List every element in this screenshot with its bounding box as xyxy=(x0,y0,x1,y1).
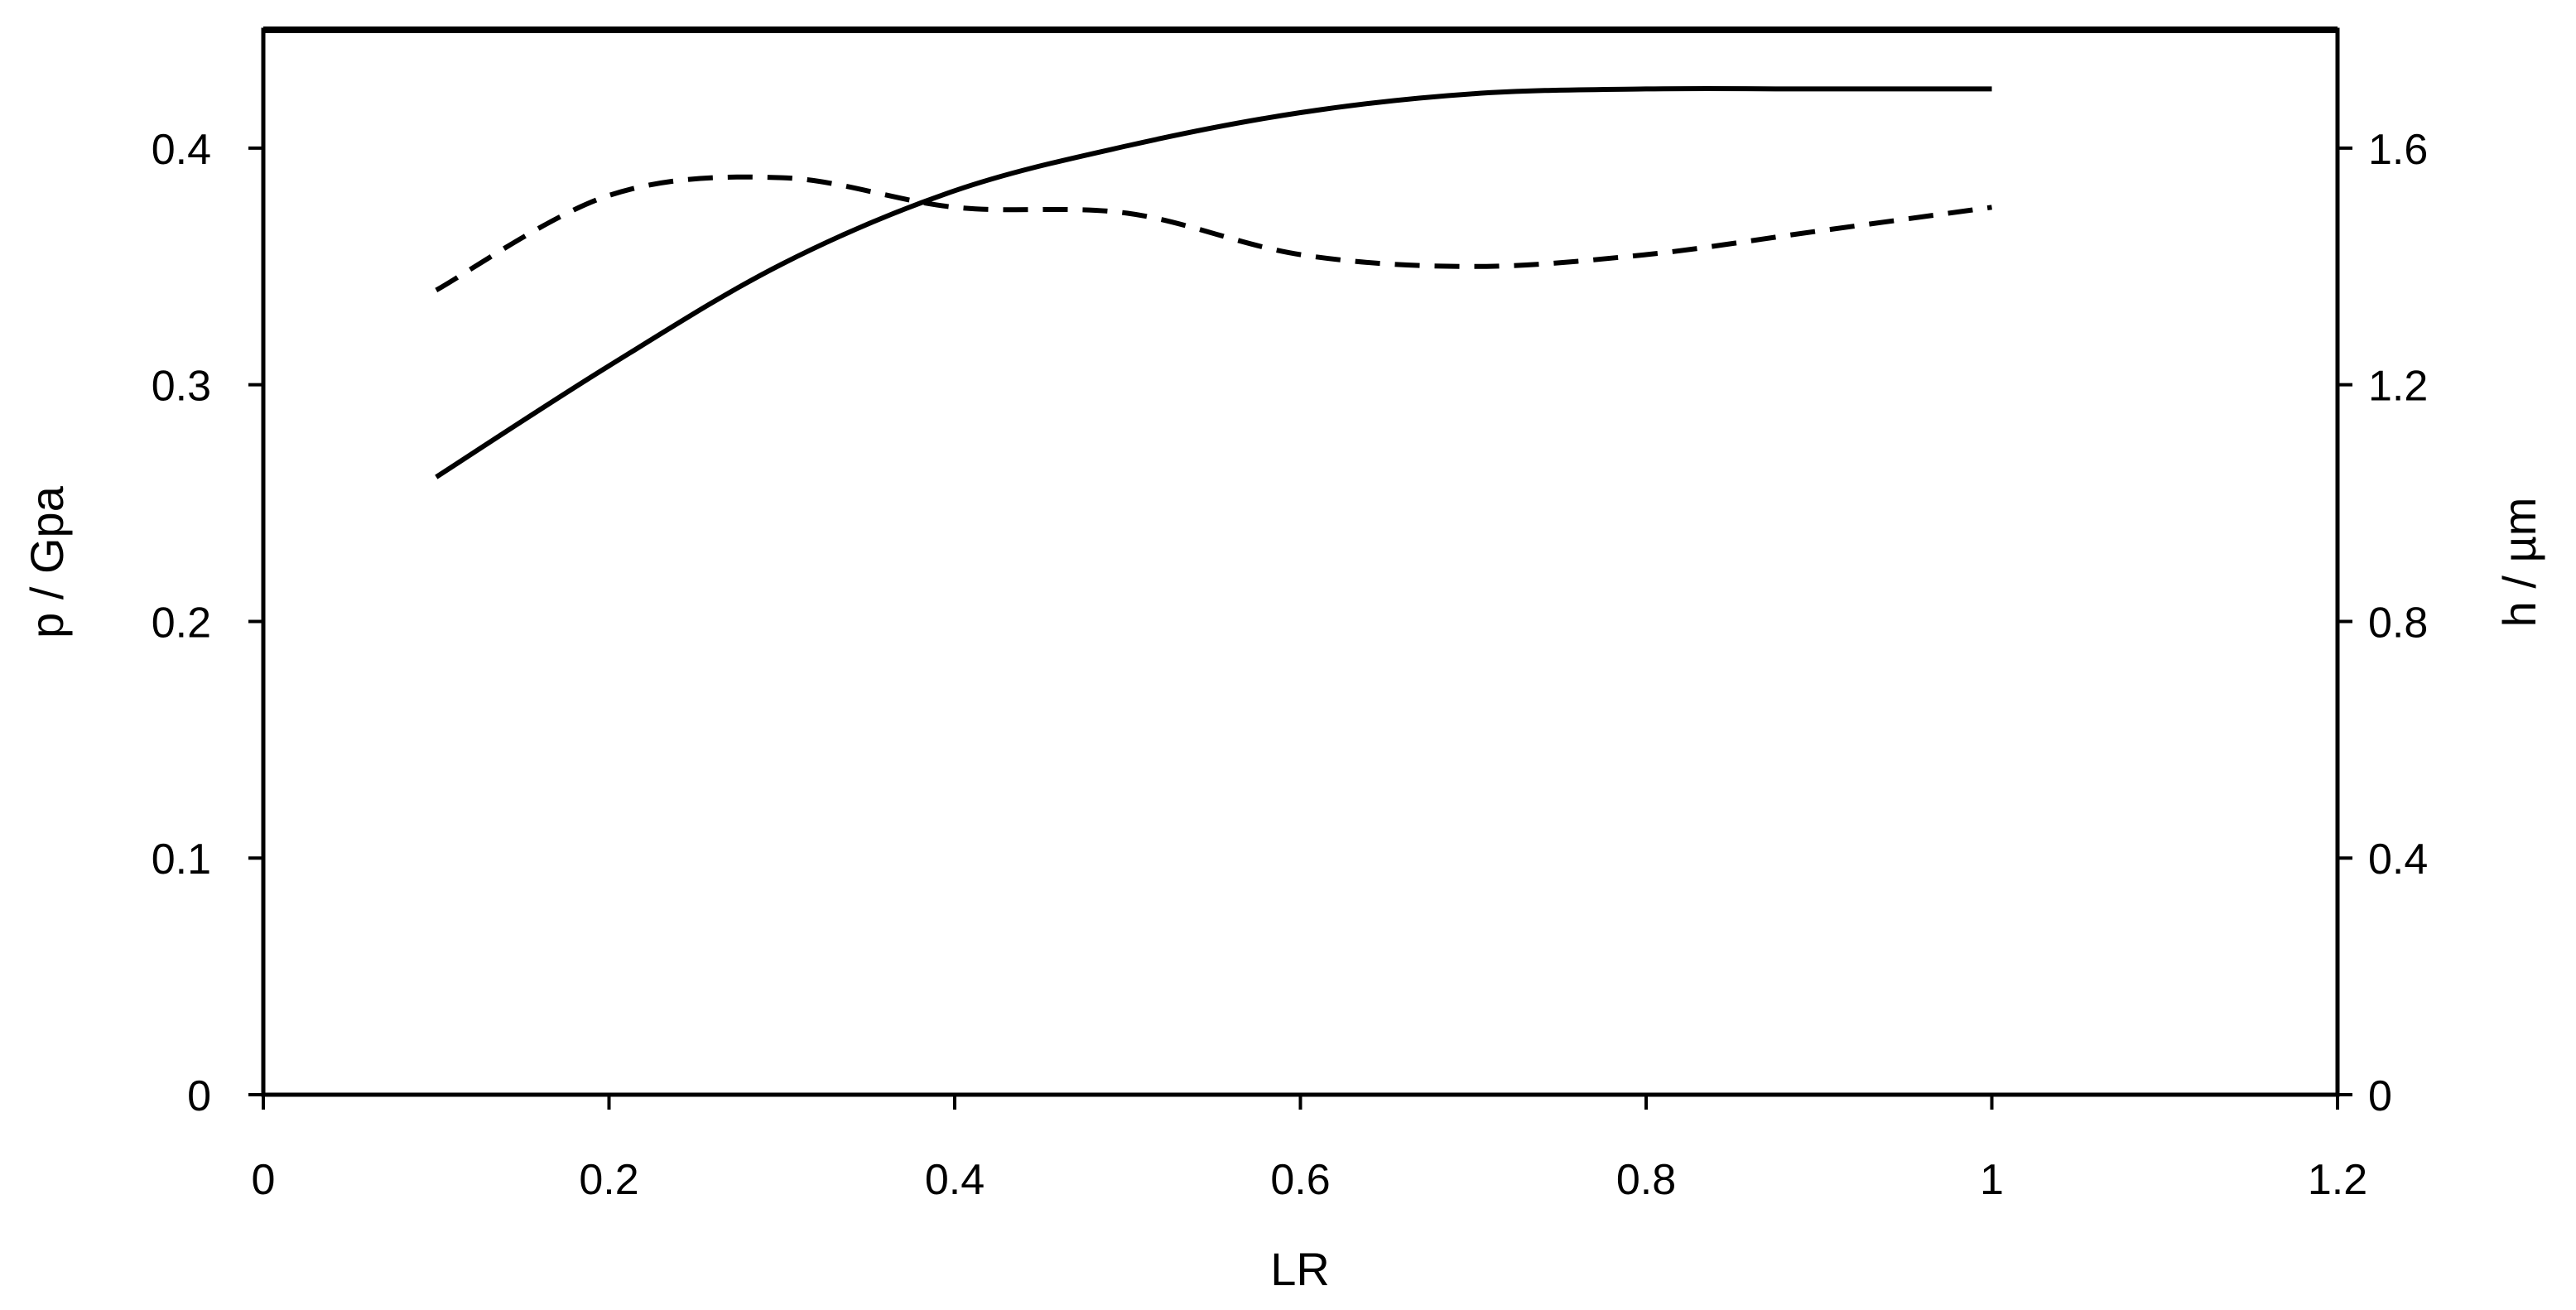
y-tick-label: 0.3 xyxy=(152,363,211,411)
y-tick-label: 0.4 xyxy=(152,126,211,174)
series-layer xyxy=(435,86,1992,479)
ticks-layer xyxy=(248,146,2352,1110)
x-tick-label: 0.8 xyxy=(1616,1156,1676,1204)
y2-axis-title: h / µm xyxy=(2493,498,2545,628)
series-line-dashed xyxy=(435,174,1992,293)
y2-tick-label: 0.8 xyxy=(2368,599,2428,647)
x-tick-label: 1.2 xyxy=(2308,1156,2367,1204)
x-tick-label: 0.2 xyxy=(579,1156,638,1204)
plot-top-rule xyxy=(263,26,2338,33)
y2-tick-label: 1.6 xyxy=(2368,126,2428,174)
y2-tick-label: 1.2 xyxy=(2368,363,2428,411)
x-tick-label: 0.6 xyxy=(1270,1156,1330,1204)
y-axis-title: p / Gpa xyxy=(21,485,73,638)
y-tick-label: 0 xyxy=(187,1072,211,1120)
y2-tick-label: 0 xyxy=(2368,1072,2392,1120)
x-tick-label: 0 xyxy=(252,1156,276,1204)
x-tick-label: 0.4 xyxy=(925,1156,985,1204)
labels-layer: 0 0.2 0.4 0.6 0.8 1 1.200.10.20.30.400.40.81.2… xyxy=(152,126,2429,1204)
y-tick-label: 0.2 xyxy=(152,599,211,647)
y2-tick-label: 0.4 xyxy=(2368,836,2428,884)
x-tick-label: 1 xyxy=(1980,1156,2004,1204)
plot-frame xyxy=(261,27,2340,1097)
x-axis-title: LR xyxy=(1270,1243,1330,1295)
series-line-solid xyxy=(435,86,1992,479)
y-tick-label: 0.1 xyxy=(152,836,211,884)
